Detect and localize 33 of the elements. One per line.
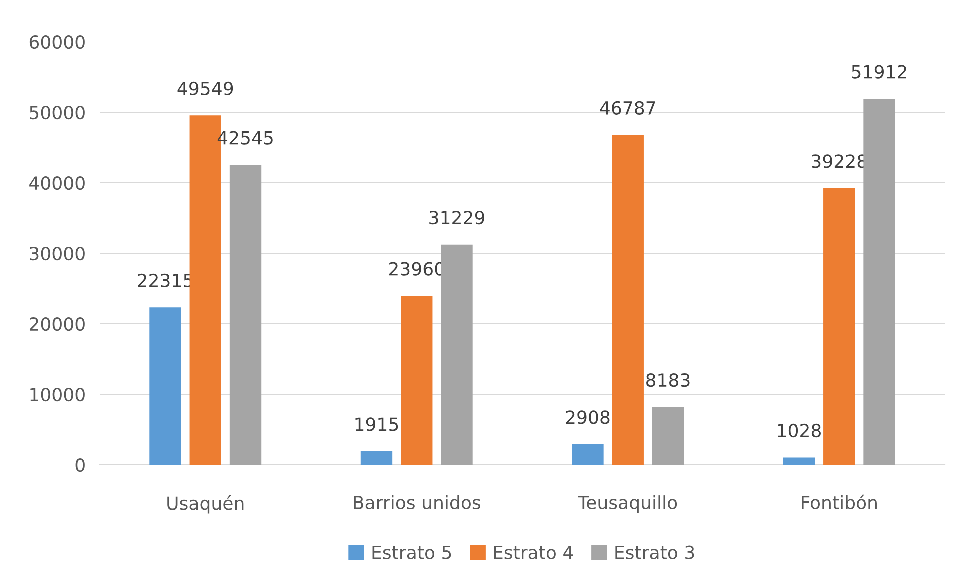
bar xyxy=(441,244,473,465)
bar xyxy=(612,135,644,465)
bar xyxy=(401,296,433,465)
legend-label: Estrato 5 xyxy=(372,546,452,560)
bar xyxy=(150,308,182,465)
data-label: 2908 xyxy=(566,410,610,424)
bar xyxy=(824,188,856,465)
data-label: 31229 xyxy=(430,211,484,225)
bar xyxy=(572,444,604,465)
x-tick-label: Fontibón xyxy=(802,494,877,510)
y-tick-label: 0 xyxy=(76,458,85,472)
data-label: 46787 xyxy=(600,101,656,115)
y-tick-label: 20000 xyxy=(30,317,85,332)
data-label: 51912 xyxy=(852,65,906,79)
bar xyxy=(783,458,816,465)
data-label: 1028 xyxy=(778,424,821,438)
data-label: 8183 xyxy=(646,373,690,388)
bar xyxy=(230,165,262,465)
x-tick-label: Teusaquillo xyxy=(578,496,678,514)
bar xyxy=(864,99,896,465)
x-tick-label: Usaquén xyxy=(168,496,244,514)
y-tick-label: 40000 xyxy=(30,176,85,190)
data-label: 49549 xyxy=(178,82,234,96)
data-label: 1915 xyxy=(356,418,398,432)
bar xyxy=(652,407,684,465)
x-tick-label: Barrios unidos xyxy=(354,496,480,510)
y-tick-label: 60000 xyxy=(30,35,85,50)
bar xyxy=(360,452,393,465)
legend-label: Estrato 4 xyxy=(494,546,574,560)
y-tick-label: 50000 xyxy=(30,106,85,120)
y-tick-label: 30000 xyxy=(30,246,85,261)
legend-label: Estrato 3 xyxy=(616,546,694,560)
y-tick-label: 10000 xyxy=(30,388,85,402)
